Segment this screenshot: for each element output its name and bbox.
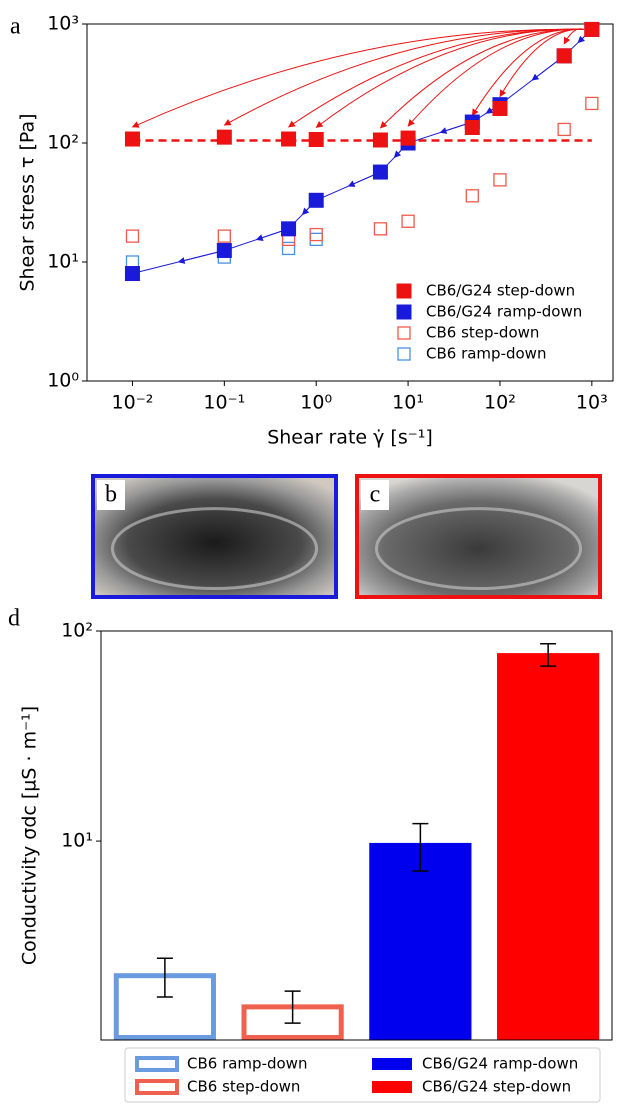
data-point — [465, 189, 479, 203]
bar — [497, 653, 600, 1040]
y-tick-label: 10³ — [47, 13, 79, 35]
annotation-arrow — [499, 28, 584, 98]
data-point — [125, 229, 140, 243]
data-point — [493, 173, 507, 187]
x-tick-label: 10⁰ — [300, 392, 332, 414]
photo-detail — [110, 507, 319, 591]
data-point — [464, 119, 480, 135]
annotation-arrow — [223, 28, 584, 126]
legend-label: CB6 step-down — [426, 324, 539, 342]
series-line — [132, 29, 593, 275]
legend-label: CB6 ramp-down — [187, 1055, 307, 1073]
error-bar — [412, 822, 429, 872]
panel-label: a — [10, 14, 21, 40]
x-tick-label: 10³ — [576, 392, 608, 414]
photo — [91, 474, 338, 599]
legend-marker — [396, 304, 412, 320]
x-axis-label: Shear rate γ̇ [s⁻¹] — [267, 427, 433, 449]
legend-label: CB6 ramp-down — [426, 345, 546, 363]
data-point — [584, 21, 600, 37]
data-point — [124, 131, 140, 147]
data-point — [217, 229, 231, 243]
data-point — [281, 241, 296, 256]
data-point — [372, 164, 388, 180]
data-point — [585, 96, 599, 111]
x-tick-label: 10⁻² — [112, 392, 154, 414]
legend-label: CB6/G24 step-down — [426, 282, 575, 300]
x-tick-label: 10¹ — [392, 392, 424, 414]
data-point — [309, 232, 323, 247]
legend-marker — [397, 347, 411, 361]
data-point — [372, 132, 388, 148]
data-point — [216, 129, 232, 145]
data-point — [281, 131, 297, 147]
data-point — [281, 221, 297, 237]
annotation-arrow — [471, 28, 584, 117]
error-bar — [540, 642, 557, 667]
panel-label: d — [8, 606, 20, 632]
x-tick-label: 10² — [484, 392, 516, 414]
panel-label: b — [105, 482, 117, 508]
data-point — [308, 192, 324, 208]
annotation-arrow — [315, 28, 584, 128]
legend-patch — [372, 1081, 412, 1093]
data-point — [401, 214, 415, 228]
data-point — [492, 100, 508, 116]
panel-label-box — [361, 480, 389, 510]
data-point — [400, 130, 416, 146]
data-point — [216, 242, 232, 258]
error-bar — [156, 957, 173, 998]
annotation-arrow — [563, 28, 585, 45]
bar — [113, 973, 216, 1041]
legend-marker — [397, 326, 411, 340]
y-tick-label: 10¹ — [47, 251, 79, 273]
data-point — [309, 227, 323, 242]
data-point — [373, 222, 388, 236]
data-point — [124, 266, 140, 282]
error-bar — [284, 990, 301, 1024]
y-axis-label: Shear stress τ [Pa] — [17, 113, 39, 291]
y-axis-label: Conductivity σdc [µS · m⁻¹] — [19, 706, 41, 965]
legend-label: CB6/G24 ramp-down — [426, 303, 582, 321]
data-point — [556, 48, 572, 64]
plot-frame — [100, 630, 613, 1041]
legend-label: CB6/G24 ramp-down — [422, 1055, 578, 1073]
y-tick-label: 10² — [61, 620, 93, 642]
annotation-arrow — [379, 28, 584, 129]
legend-patch — [135, 1056, 179, 1072]
data-point — [557, 122, 571, 137]
x-tick-label: 10⁻¹ — [203, 392, 245, 414]
panel-label-box — [97, 480, 125, 510]
annotation-arrow — [131, 28, 584, 128]
annotation-arrow — [407, 28, 584, 127]
ramp-arrow — [177, 249, 225, 264]
plot-frame — [86, 23, 614, 382]
legend-marker — [396, 283, 412, 299]
legend-label: CB6/G24 step-down — [422, 1078, 571, 1096]
data-point — [308, 132, 324, 148]
legend-label: CB6 step-down — [187, 1078, 300, 1096]
y-tick-label: 10² — [47, 132, 79, 154]
panel-label: c — [370, 482, 381, 508]
photo — [355, 474, 602, 599]
legend-patch — [135, 1079, 179, 1095]
photo-detail — [374, 507, 583, 591]
y-tick-label: 10⁰ — [47, 370, 79, 392]
y-tick-label: 10¹ — [61, 830, 93, 852]
bar — [369, 842, 472, 1040]
legend-box — [124, 1047, 601, 1103]
legend-patch — [372, 1058, 412, 1070]
